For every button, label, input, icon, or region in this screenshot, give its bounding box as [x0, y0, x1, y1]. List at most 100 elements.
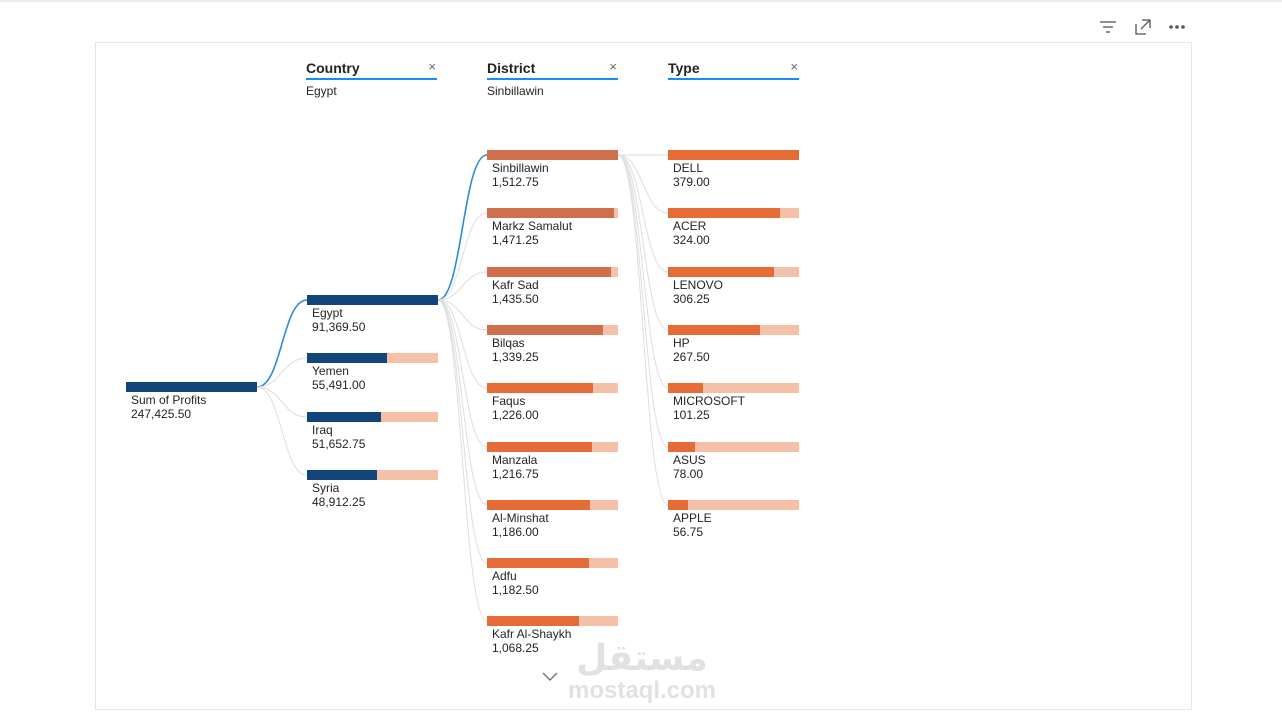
- node-label: Kafr Sad: [492, 278, 539, 292]
- node-label: LENOVO: [673, 278, 724, 292]
- node-label: ACER: [673, 219, 707, 233]
- bar-fill: [307, 353, 387, 363]
- bar-fill: [487, 150, 618, 160]
- close-icon[interactable]: ×: [428, 59, 436, 74]
- header-title: Country: [306, 60, 360, 76]
- bar-fill: [487, 500, 590, 510]
- bar-fill: [487, 616, 579, 626]
- bar-fill: [668, 325, 760, 335]
- node-district[interactable]: Sinbillawin 1,512.75: [487, 150, 618, 190]
- node-district[interactable]: Bilqas 1,339.25: [487, 325, 618, 365]
- node-root[interactable]: Sum of Profits 247,425.50: [126, 382, 257, 422]
- node-type[interactable]: ASUS 78.00: [668, 442, 799, 482]
- node-value: 1,512.75: [492, 175, 539, 189]
- node-district[interactable]: Manzala 1,216.75: [487, 442, 618, 482]
- node-country[interactable]: Iraq 51,652.75: [307, 412, 438, 452]
- node-value: 56.75: [673, 525, 704, 539]
- bar-track: [487, 208, 618, 218]
- node-value: 1,216.75: [492, 467, 539, 481]
- decomposition-tree-visual: [95, 42, 1192, 710]
- node-value: 1,068.25: [492, 641, 539, 655]
- node-label: Markz Samalut: [492, 219, 573, 233]
- node-district[interactable]: Al-Minshat 1,186.00: [487, 500, 618, 540]
- header-title: Type: [668, 60, 700, 76]
- node-type[interactable]: ACER 324.00: [668, 208, 799, 248]
- bar-track: [668, 442, 799, 452]
- bar-fill: [307, 412, 381, 422]
- bar-fill: [487, 383, 593, 393]
- node-value: 1,471.25: [492, 233, 539, 247]
- node-type[interactable]: DELL 379.00: [668, 150, 799, 190]
- node-label: ASUS: [673, 453, 706, 467]
- header-underline: [306, 78, 437, 80]
- node-type[interactable]: HP 267.50: [668, 325, 799, 365]
- node-label: Manzala: [492, 453, 538, 467]
- bar-fill: [487, 325, 603, 335]
- bar-track: [487, 616, 618, 626]
- header-type: Type ×: [668, 59, 799, 84]
- node-value: 247,425.50: [131, 407, 192, 421]
- filter-icon[interactable]: [1097, 16, 1119, 38]
- bar-fill: [668, 267, 774, 277]
- focus-mode-icon[interactable]: [1132, 16, 1154, 38]
- bar-track: [307, 295, 438, 305]
- node-value: 267.50: [673, 350, 710, 364]
- node-value: 55,491.00: [312, 378, 366, 392]
- bar-track: [668, 267, 799, 277]
- node-label: MICROSOFT: [673, 394, 745, 408]
- bar-fill: [487, 267, 611, 277]
- node-label: Syria: [312, 481, 340, 495]
- header-country: Country × Egypt: [306, 59, 437, 98]
- node-label: Bilqas: [492, 336, 525, 350]
- bar-fill: [487, 558, 589, 568]
- node-value: 1,182.50: [492, 583, 539, 597]
- chevron-down-icon[interactable]: [540, 670, 560, 689]
- node-country[interactable]: Egypt 91,369.50: [307, 295, 438, 335]
- node-label: Sum of Profits: [131, 393, 207, 407]
- node-type[interactable]: APPLE 56.75: [668, 500, 799, 540]
- node-value: 78.00: [673, 467, 704, 481]
- bar-track: [487, 267, 618, 277]
- node-label: Iraq: [312, 423, 333, 437]
- bar-track: [487, 383, 618, 393]
- node-label: DELL: [673, 161, 704, 175]
- node-value: 101.25: [673, 408, 710, 422]
- bar-track: [668, 500, 799, 510]
- node-value: 48,912.25: [312, 495, 366, 509]
- bar-fill: [668, 500, 688, 510]
- node-value: 51,652.75: [312, 437, 366, 451]
- close-icon[interactable]: ×: [790, 59, 798, 74]
- node-label: Adfu: [492, 569, 517, 583]
- header-title: District: [487, 60, 536, 76]
- node-district[interactable]: Faqus 1,226.00: [487, 383, 618, 423]
- node-value: 379.00: [673, 175, 710, 189]
- node-label: Egypt: [312, 306, 343, 320]
- node-label: HP: [673, 336, 690, 350]
- bar-fill: [307, 470, 377, 480]
- node-label: Sinbillawin: [492, 161, 549, 175]
- node-district[interactable]: Adfu 1,182.50: [487, 558, 618, 598]
- node-label: Faqus: [492, 394, 526, 408]
- node-district[interactable]: Kafr Al-Shaykh 1,068.25: [487, 616, 618, 656]
- bar-fill: [668, 442, 695, 452]
- node-type[interactable]: LENOVO 306.25: [668, 267, 799, 307]
- close-icon[interactable]: ×: [609, 59, 617, 74]
- bar-fill: [487, 208, 614, 218]
- bar-track: [487, 325, 618, 335]
- node-country[interactable]: Syria 48,912.25: [307, 470, 438, 510]
- node-district[interactable]: Kafr Sad 1,435.50: [487, 267, 618, 307]
- node-type[interactable]: MICROSOFT 101.25: [668, 383, 799, 423]
- bar-track: [126, 382, 257, 392]
- header-underline: [487, 78, 618, 80]
- bar-fill: [487, 442, 592, 452]
- node-value: 1,226.00: [492, 408, 539, 422]
- bar-track: [668, 208, 799, 218]
- node-district[interactable]: Markz Samalut 1,471.25: [487, 208, 618, 248]
- bar-track: [487, 558, 618, 568]
- bar-track: [307, 470, 438, 480]
- header-selected: Sinbillawin: [487, 84, 544, 98]
- node-label: APPLE: [673, 511, 712, 525]
- node-country[interactable]: Yemen 55,491.00: [307, 353, 438, 393]
- bar-track: [307, 353, 438, 363]
- more-options-icon[interactable]: [1166, 16, 1188, 38]
